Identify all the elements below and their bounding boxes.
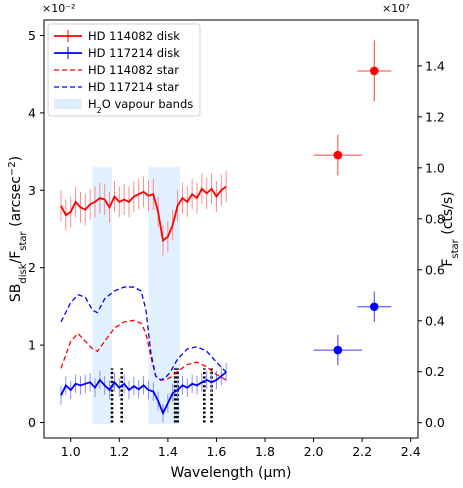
y-left-tick-label-0: 0 xyxy=(28,415,36,430)
legend-label-3: HD 117214 star xyxy=(88,80,179,94)
y-left-tick-label-3: 3 xyxy=(28,183,36,198)
x-tick-label-1: 1.2 xyxy=(109,444,129,459)
y-left-tick-label-1: 1 xyxy=(28,338,36,353)
y-left-tick-label-4: 4 xyxy=(28,105,36,120)
x-tick-label-6: 2.2 xyxy=(352,444,372,459)
x-tick-label-3: 1.6 xyxy=(206,444,226,459)
hd-114082-photometry-point-1 xyxy=(370,67,379,76)
hd-114082-photometry-point-0 xyxy=(334,151,343,160)
y-right-tick-label-2: 0.4 xyxy=(425,313,445,328)
x-axis-label: Wavelength (μm) xyxy=(171,465,292,481)
legend-handle-4 xyxy=(54,99,82,109)
hd-117214-photometry-point-0 xyxy=(334,346,343,355)
y-right-tick-label-7: 1.4 xyxy=(425,58,445,73)
y-right-tick-label-1: 0.2 xyxy=(425,364,445,379)
y-left-tick-label-5: 5 xyxy=(28,28,36,43)
x-tick-label-0: 1.0 xyxy=(61,444,81,459)
y-right-tick-label-5: 1.0 xyxy=(425,160,445,175)
legend-label-1: HD 117214 disk xyxy=(88,46,180,60)
x-tick-label-2: 1.4 xyxy=(158,444,178,459)
x-tick-label-4: 1.8 xyxy=(255,444,275,459)
y-right-tick-label-6: 1.2 xyxy=(425,109,445,124)
legend: HD 114082 disk HD 117214 disk HD 114082 st… xyxy=(48,24,200,116)
right-scale-label: ×10⁷ xyxy=(382,2,410,15)
y-left-tick-label-2: 2 xyxy=(28,260,36,275)
y-right-tick-label-0: 0.0 xyxy=(425,415,445,430)
x-tick-label-5: 2.0 xyxy=(304,444,324,459)
legend-label-2: HD 114082 star xyxy=(88,63,179,77)
x-tick-label-7: 2.4 xyxy=(401,444,421,459)
hd-117214-photometry-point-1 xyxy=(370,302,379,311)
left-scale-label: ×10⁻² xyxy=(42,2,75,15)
legend-label-0: HD 114082 disk xyxy=(88,29,180,43)
